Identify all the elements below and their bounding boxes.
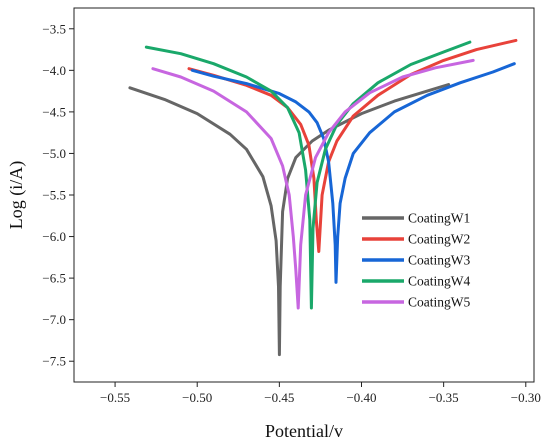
y-axis-title: Log (i/A) [6,161,27,229]
x-tick-label: −0.55 [100,390,130,405]
legend-label: CoatingW3 [408,253,470,268]
y-tick-label: −4.5 [42,104,66,119]
x-tick-label: −0.40 [346,390,376,405]
y-axis: −3.5 −4.0 −4.5 −5.0 −5.5 −6.0 −6.5 −7.0 −7.5 [42,21,74,369]
y-tick-label: −5.0 [42,146,66,161]
x-tick-label: −0.45 [264,390,294,405]
x-tick-label: −0.35 [429,390,459,405]
x-tick-label: −0.30 [511,390,541,405]
x-axis-title: Potential/v [265,421,343,441]
legend: CoatingW1 CoatingW2 CoatingW3 CoatingW4 Coat… [362,211,470,310]
series-line-coatingw3 [190,62,516,284]
series-line-coatingw4 [144,40,472,310]
series-layer [128,38,518,357]
y-tick-label: −7.0 [42,312,66,327]
legend-label: CoatingW4 [408,274,470,289]
y-tick-label: −4.0 [42,63,66,78]
y-tick-label: −6.0 [42,229,66,244]
y-tick-label: −6.5 [42,271,66,286]
legend-label: CoatingW5 [408,295,470,310]
y-tick-label: −7.5 [42,354,66,369]
series-line-coatingw5 [151,58,475,310]
x-tick-label: −0.50 [182,390,212,405]
series-line-coatingw1 [128,83,451,357]
x-axis: −0.55 −0.50 −0.45 −0.40 −0.35 −0.30 [100,382,541,405]
y-tick-label: −3.5 [42,21,66,36]
legend-label: CoatingW2 [408,232,470,247]
legend-label: CoatingW1 [408,211,470,226]
y-tick-label: −5.5 [42,188,66,203]
